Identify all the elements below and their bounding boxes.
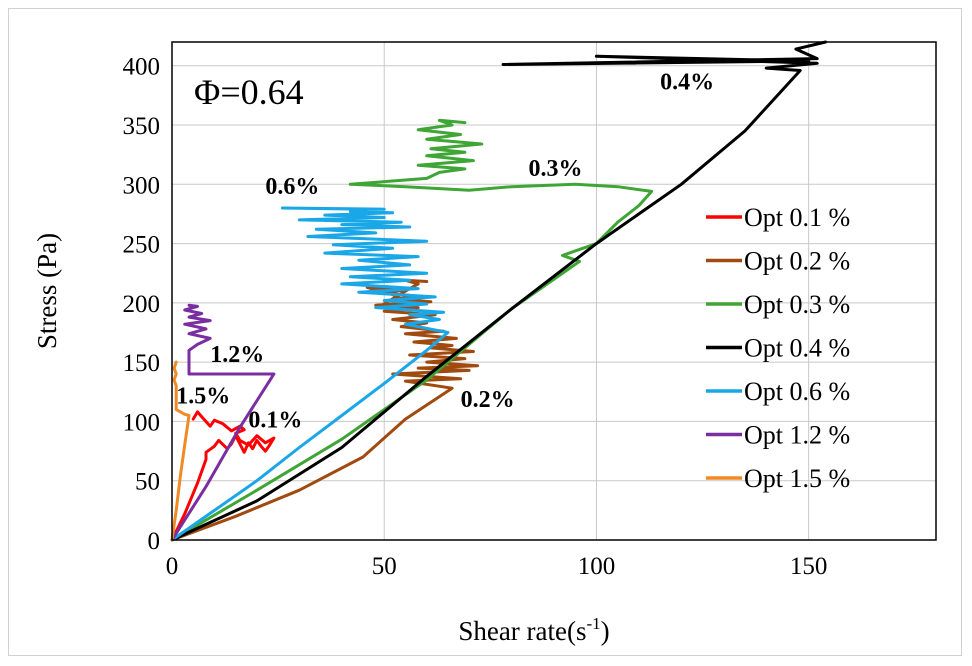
series-line — [170, 410, 276, 542]
y-tick-label: 50 — [135, 469, 160, 496]
y-tick-label: 400 — [123, 54, 161, 81]
plot-area-border — [171, 41, 937, 541]
x-axis-title-sup: -1 — [587, 614, 601, 633]
series-line — [170, 278, 480, 542]
legend-entry-label: Opt 1.5 % — [744, 464, 850, 493]
legend-entry-label: Opt 0.4 % — [744, 334, 850, 363]
y-axis-title: Stress (Pa) — [32, 233, 62, 349]
series-line — [170, 206, 450, 542]
x-axis-title-close: ) — [601, 616, 610, 646]
legend-entry-label: Opt 0.1 % — [744, 203, 850, 232]
series-annotation: 0.1% — [248, 407, 302, 433]
y-tick-label: 100 — [123, 409, 161, 436]
series-annotations: 0.1% 0.2% 0.3% 0.4% 0.6% 1.2% 1.5% — [176, 69, 714, 433]
y-tick-label: 200 — [123, 291, 161, 318]
series-line — [170, 360, 191, 542]
series-annotation: 0.4% — [660, 69, 714, 95]
legend: Opt 0.1 % Opt 0.2 % Opt 0.3 % Opt 0.4 % Opt … — [706, 203, 850, 493]
x-axis-title: Shear rate(s-1) — [458, 614, 609, 646]
y-tick-label: 250 — [123, 232, 161, 259]
legend-entry-label: Opt 0.3 % — [744, 290, 850, 319]
series-annotation: 1.2% — [210, 342, 264, 368]
legend-entry-label: Opt 1.2 % — [744, 421, 850, 450]
series-annotation: 0.6% — [265, 174, 319, 200]
x-tick-label: 150 — [790, 553, 828, 580]
series-line — [170, 118, 654, 542]
x-tick-label: 100 — [578, 553, 616, 580]
x-tick-label: 0 — [166, 553, 179, 580]
y-tick-label: 150 — [123, 350, 161, 377]
x-tick-label: 50 — [372, 553, 397, 580]
y-tick-label: 0 — [148, 528, 161, 555]
plot-series — [170, 40, 828, 542]
y-tick-label: 350 — [123, 113, 161, 140]
series-annotation: 0.3% — [529, 156, 583, 182]
series-annotation: 0.2% — [461, 387, 515, 413]
series-annotation: 1.5% — [176, 384, 230, 410]
legend-entry-label: Opt 0.2 % — [744, 247, 850, 276]
axis-ticks: 0 50 100 150 0 50 100 150 200 250 300 350 400 — [123, 54, 828, 580]
phi-label: Φ=0.64 — [194, 72, 304, 112]
series-line — [170, 303, 276, 542]
legend-entry-label: Opt 0.6 % — [744, 377, 850, 406]
series-line — [170, 40, 828, 542]
x-axis-title-main: Shear rate(s — [458, 616, 586, 646]
y-tick-label: 300 — [123, 172, 161, 199]
